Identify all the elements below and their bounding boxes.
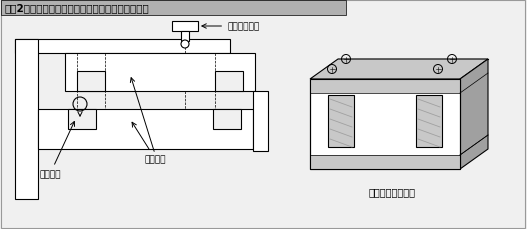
Circle shape xyxy=(181,41,189,49)
Text: 変形部分: 変形部分 xyxy=(39,122,74,179)
Bar xyxy=(65,54,255,92)
Bar xyxy=(15,40,230,54)
Bar xyxy=(38,109,253,149)
Bar xyxy=(181,32,189,42)
Bar xyxy=(215,72,243,92)
Bar xyxy=(310,155,460,169)
Bar xyxy=(310,80,460,169)
Bar xyxy=(15,40,38,199)
Bar xyxy=(1,1,346,16)
Polygon shape xyxy=(460,60,488,169)
Bar xyxy=(416,95,442,147)
Bar xyxy=(310,80,460,169)
Text: 平行バネ: 平行バネ xyxy=(132,123,166,163)
Bar xyxy=(68,109,96,129)
Bar xyxy=(328,95,354,147)
Text: 【図2】平行バネを応用した微小位置調節機構の例: 【図2】平行バネを応用した微小位置調節機構の例 xyxy=(4,3,149,14)
Bar xyxy=(253,92,268,151)
Bar xyxy=(172,22,198,32)
Bar xyxy=(310,80,460,94)
Bar xyxy=(213,109,241,129)
Text: 平行バネブロック: 平行バネブロック xyxy=(368,186,415,196)
Polygon shape xyxy=(310,60,488,80)
Bar xyxy=(77,72,105,92)
Text: 位置調整ネジ: 位置調整ネジ xyxy=(202,22,259,31)
